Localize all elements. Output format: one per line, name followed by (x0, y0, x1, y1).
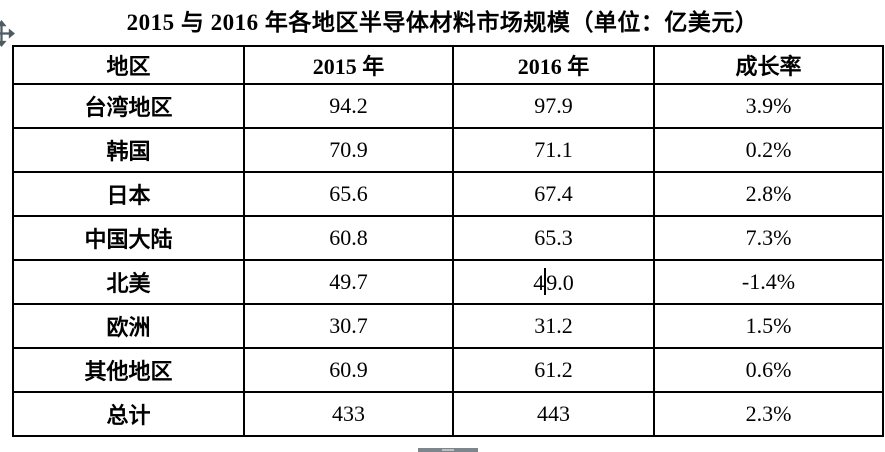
cell-growth[interactable]: 3.9% (653, 83, 884, 129)
table-header-row: 地区 2015 年 2016 年 成长率 (12, 45, 884, 85)
cell-2016-with-cursor[interactable]: 49.0 (452, 259, 655, 305)
cell-2015[interactable]: 65.6 (243, 171, 454, 217)
cell-region[interactable]: 中国大陆 (12, 215, 245, 261)
cell-growth[interactable]: 1.5% (653, 303, 884, 349)
column-header-region[interactable]: 地区 (12, 45, 245, 85)
cell-2015[interactable]: 60.9 (243, 347, 454, 393)
column-header-2015[interactable]: 2015 年 (243, 45, 454, 85)
table-row: 中国大陆 60.8 65.3 7.3% (12, 215, 884, 261)
cell-growth[interactable]: 2.8% (653, 171, 884, 217)
data-table: 地区 2015 年 2016 年 成长率 台湾地区 94.2 97.9 3.9%… (12, 45, 884, 437)
scrollbar-thumb[interactable] (418, 448, 478, 452)
table-row: 其他地区 60.9 61.2 0.6% (12, 347, 884, 393)
scrollbar-grip-icon (442, 449, 454, 451)
cell-2015[interactable]: 49.7 (243, 259, 454, 305)
cell-text-after-cursor: 9.0 (546, 270, 574, 295)
table-row: 总计 433 443 2.3% (12, 391, 884, 437)
cell-growth[interactable]: 0.2% (653, 127, 884, 173)
cell-growth[interactable]: 2.3% (653, 391, 884, 437)
cell-2016[interactable]: 61.2 (452, 347, 655, 393)
table-move-handle-icon[interactable] (0, 20, 15, 47)
text-cursor (544, 268, 547, 295)
cell-2015[interactable]: 70.9 (243, 127, 454, 173)
cell-growth[interactable]: 7.3% (653, 215, 884, 261)
table-row: 日本 65.6 67.4 2.8% (12, 171, 884, 217)
cell-text-before-cursor: 4 (533, 270, 545, 295)
cell-region[interactable]: 其他地区 (12, 347, 245, 393)
cell-region[interactable]: 韩国 (12, 127, 245, 173)
table-row: 台湾地区 94.2 97.9 3.9% (12, 83, 884, 129)
cell-growth[interactable]: -1.4% (653, 259, 884, 305)
cell-region[interactable]: 总计 (12, 391, 245, 437)
table-row: 欧洲 30.7 31.2 1.5% (12, 303, 884, 349)
cell-2016[interactable]: 67.4 (452, 171, 655, 217)
column-header-2016[interactable]: 2016 年 (452, 45, 655, 85)
cell-growth[interactable]: 0.6% (653, 347, 884, 393)
cell-2016[interactable]: 97.9 (452, 83, 655, 129)
cell-2015[interactable]: 433 (243, 391, 454, 437)
column-header-growth[interactable]: 成长率 (653, 45, 884, 85)
cell-2015[interactable]: 94.2 (243, 83, 454, 129)
cell-region[interactable]: 欧洲 (12, 303, 245, 349)
cell-2015[interactable]: 60.8 (243, 215, 454, 261)
table-row: 北美 49.7 49.0 -1.4% (12, 259, 884, 305)
table-row: 韩国 70.9 71.1 0.2% (12, 127, 884, 173)
cell-2016[interactable]: 31.2 (452, 303, 655, 349)
cell-region[interactable]: 日本 (12, 171, 245, 217)
cell-region[interactable]: 北美 (12, 259, 245, 305)
cell-region[interactable]: 台湾地区 (12, 83, 245, 129)
cell-2016[interactable]: 443 (452, 391, 655, 437)
cell-2016[interactable]: 65.3 (452, 215, 655, 261)
cell-2016[interactable]: 71.1 (452, 127, 655, 173)
document-title[interactable]: 2015 与 2016 年各地区半导体材料市场规模（单位：亿美元） (126, 10, 759, 35)
cell-2015[interactable]: 30.7 (243, 303, 454, 349)
